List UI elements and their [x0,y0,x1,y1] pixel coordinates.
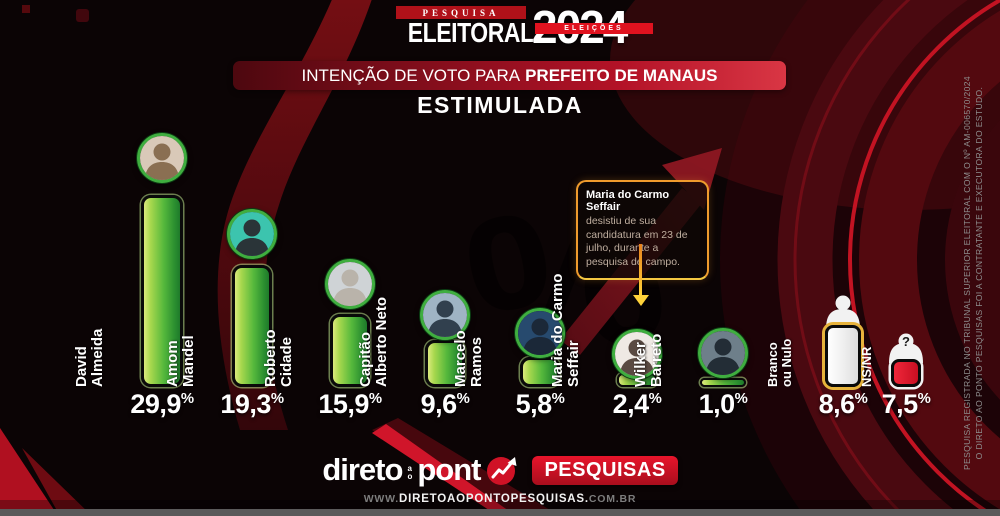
callout-arrow-head-icon [633,295,649,306]
person-photo-icon [328,262,372,306]
blank-person-silhouette-icon [822,295,864,329]
footer-brand-ao: a o [407,465,412,481]
candidate-photo-maria-do-carmo-seffair [612,329,662,379]
candidate-percentage-wilker-barreto: 1,0% [698,389,748,419]
footer-url-prefix: WWW. [363,493,399,505]
title-banner: INTENÇÃO DE VOTO PARA PREFEITO DE MANAUS [233,61,786,90]
svg-text:?: ? [902,334,910,349]
logo-eleitoral-block: PESQUISA ELEITORAL [396,6,534,54]
candidate-name-ns-nr: NS/NR [859,346,874,387]
footer-brand-ao-o: o [407,472,413,481]
title-emphasis: PREFEITO DE MANAUS [525,65,718,85]
candidate-name-wilker-barreto: Wilker Barreto [632,333,665,387]
candidate-percentage-capitao-alberto-neto: 9,6% [420,389,470,419]
candidate-name-capitao-alberto-neto: Capitão Alberto Neto [357,297,390,387]
person-photo-icon [140,136,184,180]
result-bar-wilker-barreto [700,378,746,387]
candidate-percentage-maria-do-carmo-seffair: 2,4% [612,389,662,419]
result-bar-roberto-cidade [330,314,370,387]
nsnr-person-silhouette-icon: ? [885,333,927,363]
candidate-name-david-almeida: David Almeida [73,328,106,387]
candidate-photo-wilker-barreto [698,328,748,378]
footer-brand-direto: direto [322,452,403,487]
footer-url: WWW.DIRETOAOPONTOPESQUISAS.COM.BR [0,489,1000,507]
footer-brand: direto a o pont PESQUISAS [0,453,1000,487]
result-bar-branco-ou-nulo [825,325,861,387]
candidate-percentage-ns-nr: 7,5% [881,389,931,419]
subtitle: ESTIMULADA [417,92,583,118]
person-photo-icon [615,332,659,376]
logo-year-band: ELEIÇÕES [535,23,653,34]
result-bar-david-almeida [141,195,183,387]
person-photo-icon [518,311,562,355]
result-bar-marcelo-ramos [520,357,560,387]
person-photo-icon [230,212,274,256]
legal-line-2: O DIRETO AO PONTO PESQUISAS FOI A CONTRA… [973,86,984,460]
person-photo-icon [423,293,467,337]
result-bar-capitao-alberto-neto [425,340,465,387]
candidate-photo-capitao-alberto-neto [420,290,470,340]
title-prefix: INTENÇÃO DE VOTO PARA [301,65,521,85]
callout-arrow-line [639,244,642,296]
candidate-name-marcelo-ramos: Marcelo Ramos [452,330,485,387]
candidate-percentage-branco-ou-nulo: 8,6% [818,389,868,419]
callout-title: Maria do Carmo Seffair [586,189,670,213]
candidate-name-amom-mandel: Amom Mandel [164,335,197,387]
footer-url-main: DIRETOAOPONTOPESQUISAS. [399,493,589,505]
candidate-percentage-roberto-cidade: 15,9% [318,389,382,419]
trend-chart-icon [486,453,520,487]
candidate-name-branco-ou-nulo: Branco ou Nulo [765,338,794,387]
target-rings [610,0,1000,516]
program-logo: PESQUISA ELEITORAL 2024 ELEIÇÕES [396,1,658,54]
callout-box: Maria do Carmo Seffair desistiu de sua c… [576,180,709,280]
person-photo-icon [701,331,745,375]
candidate-percentage-david-almeida: 29,9% [130,389,194,419]
candidate-name-roberto-cidade: Roberto Cidade [262,329,295,388]
logo-kicker: PESQUISA [396,6,526,19]
candidate-photo-roberto-cidade [325,259,375,309]
result-bar-ns-nr [891,359,921,387]
candidate-percentage-marcelo-ramos: 5,8% [515,389,565,419]
footer-brand-ao-a: a [407,464,412,473]
logo-year-block: 2024 ELEIÇÕES [532,1,658,54]
logo-brand: ELEITORAL [407,17,534,48]
legal-registration-text: PESQUISA REGISTRADA NO TRIBUNAL SUPERIOR… [962,48,984,498]
candidate-name-maria-do-carmo-seffair: Maria do Carmo Seffair [549,273,582,387]
result-bar-amom-mandel [232,265,272,387]
bottom-gray-bar [0,509,1000,516]
logo-year-band-label: ELEIÇÕES [564,25,624,32]
candidate-photo-marcelo-ramos [515,308,565,358]
footer-badge-pesquisas: PESQUISAS [532,455,678,485]
candidate-percentage-amom-mandel: 19,3% [220,389,284,419]
callout-body: desistiu de sua candidatura em 23 de jul… [586,215,688,268]
footer-brand-pont: pont [417,452,481,487]
legal-line-1: PESQUISA REGISTRADA NO TRIBUNAL SUPERIOR… [962,75,972,471]
candidate-photo-amom-mandel [227,209,277,259]
footer-url-suffix: COM.BR [588,493,637,505]
candidate-photo-david-almeida [137,133,187,183]
